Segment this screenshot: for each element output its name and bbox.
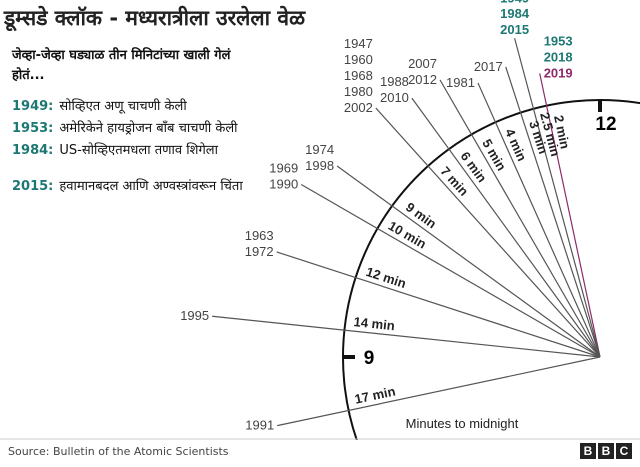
ray: [539, 73, 601, 358]
ray: [336, 165, 601, 358]
title: डूम्सडे क्लॉक - मध्यरात्रीला उरलेला वेळ: [4, 6, 306, 30]
year-label: 1968: [344, 68, 373, 83]
ray: [477, 82, 601, 358]
year-label: 1969: [269, 161, 298, 176]
year-label: 1991: [245, 418, 274, 433]
note: 1949: सोव्हिएत अणू चाचणी केली: [12, 96, 302, 118]
year-label: 1963: [245, 228, 274, 243]
clock-label: 12: [595, 114, 616, 135]
ray: [276, 251, 601, 358]
note: 1953: अमेरिकेने हायड्रोजन बॉंब चाचणी केली: [12, 118, 302, 140]
note-year: 2015:: [12, 179, 54, 194]
year-label: 1960: [344, 52, 373, 67]
year-label: 2010: [380, 90, 409, 105]
year-label: 1974: [305, 142, 334, 157]
year-label: 2019: [544, 65, 573, 80]
note-year: 1953:: [12, 121, 54, 136]
ray: [505, 66, 601, 358]
ray: [300, 183, 601, 358]
ray: [411, 97, 601, 358]
notes: 1949: सोव्हिएत अणू चाचणी केली 1953: अमेरिके…: [12, 96, 302, 198]
note-year: 1949:: [12, 99, 54, 114]
logo-letter: B: [580, 443, 596, 459]
axis-label: Minutes to midnight: [406, 416, 519, 431]
year-label: 2018: [544, 49, 573, 64]
year-label: 1981: [446, 75, 475, 90]
note: 1984: US-सोव्हिएतमधला तणाव शिगेला: [12, 140, 302, 162]
year-label: 1990: [269, 177, 298, 192]
minute-label: 2 min: [551, 114, 573, 150]
source: Source: Bulletin of the Atomic Scientist…: [8, 445, 229, 458]
year-label: 2012: [408, 72, 437, 87]
year-label: 1988: [380, 74, 409, 89]
ray: [212, 315, 601, 358]
note: 2015: हवामानबदल आणि अण्वस्त्रांवरून चिंता: [12, 176, 302, 198]
note-year: 1984:: [12, 143, 54, 158]
clock-arc: [342, 99, 640, 440]
logo-letter: B: [598, 443, 614, 459]
note-text: हवामानबदल आणि अण्वस्त्रांवरून चिंता: [59, 179, 243, 194]
note-text: अमेरिकेने हायड्रोजन बॉंब चाचणी केली: [59, 121, 238, 136]
ray: [375, 107, 601, 358]
year-label: 1949: [500, 0, 529, 5]
year-label: 1984: [500, 6, 530, 21]
intro: जेव्हा-जेव्हा घड्याळ तीन मिनिटांच्या खाल…: [12, 48, 231, 83]
year-label: 2002: [344, 100, 373, 115]
year-label: 1980: [344, 84, 373, 99]
clock-label: 9: [364, 348, 375, 369]
minute-label: 4 min: [502, 126, 530, 163]
year-label: 1972: [245, 244, 274, 259]
minute-label: 14 min: [353, 314, 396, 333]
note-text: सोव्हिएत अणू चाचणी केली: [59, 99, 187, 114]
year-label: 1947: [344, 36, 373, 51]
note-text: US-सोव्हिएतमधला तणाव शिगेला: [59, 143, 218, 158]
ray: [514, 38, 601, 358]
year-label: 1953: [544, 33, 573, 48]
logo-letter: C: [616, 443, 632, 459]
year-label: 2015: [500, 22, 529, 37]
ray: [439, 79, 601, 358]
year-label: 1998: [305, 158, 334, 173]
minute-label: 17 min: [353, 383, 396, 406]
year-label: 1995: [180, 308, 209, 323]
ray: [277, 356, 601, 427]
year-label: 2017: [474, 59, 503, 74]
year-label: 2007: [408, 56, 437, 71]
